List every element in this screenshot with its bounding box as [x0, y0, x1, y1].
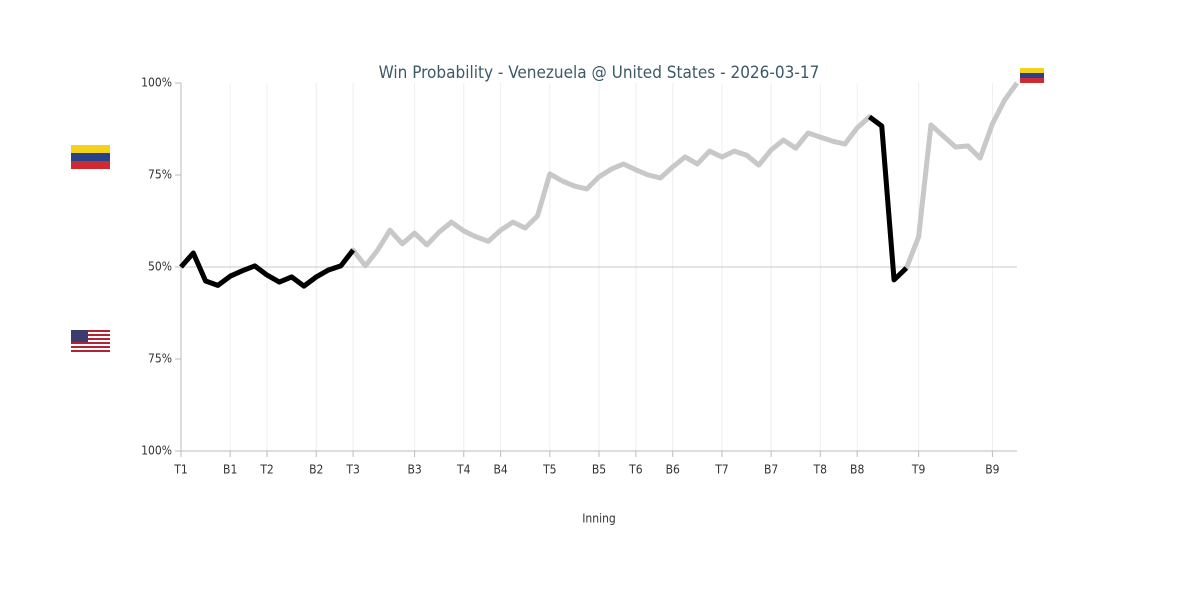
venezuela-flag-small: [1020, 68, 1044, 83]
x-tick-label: T3: [345, 463, 359, 477]
us-flag: [71, 330, 110, 354]
x-tick-label: T6: [628, 463, 643, 477]
line-highlight: [867, 114, 909, 283]
x-tick-label: T4: [456, 463, 471, 477]
y-tick-label: 50%: [148, 260, 172, 274]
x-tick-label: T1: [173, 463, 187, 477]
x-tick-label: T9: [911, 463, 926, 477]
x-tick-label: T5: [542, 463, 556, 477]
chart-title: Win Probability - Venezuela @ United Sta…: [379, 63, 820, 83]
y-tick-label: 100%: [141, 76, 172, 90]
x-tick-label: T2: [259, 463, 273, 477]
line-highlight: [179, 248, 356, 289]
x-tick-label: T8: [813, 463, 828, 477]
x-tick-label: B1: [223, 463, 237, 477]
x-tick-label: B8: [850, 463, 864, 477]
x-tick-label: B6: [666, 463, 680, 477]
y-tick-label: 75%: [148, 352, 172, 366]
x-tick-label: B7: [764, 463, 778, 477]
x-tick-label: B3: [407, 463, 421, 477]
x-tick-label: B4: [494, 463, 508, 477]
x-tick-label: B9: [985, 463, 999, 477]
y-tick-label: 100%: [141, 444, 172, 458]
x-tick-label: B2: [309, 463, 323, 477]
x-axis-label: Inning: [582, 512, 616, 526]
venezuela-flag: [71, 145, 110, 169]
y-tick-label: 75%: [148, 168, 172, 182]
x-tick-label: T7: [714, 463, 728, 477]
x-tick-label: B5: [592, 463, 606, 477]
